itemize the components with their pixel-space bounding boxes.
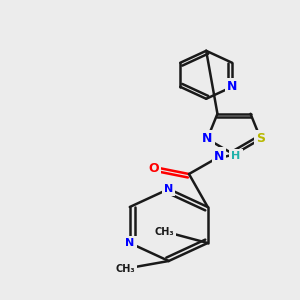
Text: O: O <box>148 161 159 175</box>
Text: N: N <box>164 184 173 194</box>
Text: N: N <box>214 149 224 163</box>
Text: N: N <box>227 80 237 93</box>
Text: N: N <box>202 133 212 146</box>
Text: S: S <box>256 133 265 146</box>
Text: N: N <box>125 238 134 248</box>
Text: H: H <box>231 151 241 161</box>
Text: CH₃: CH₃ <box>155 226 174 237</box>
Text: CH₃: CH₃ <box>116 264 135 274</box>
